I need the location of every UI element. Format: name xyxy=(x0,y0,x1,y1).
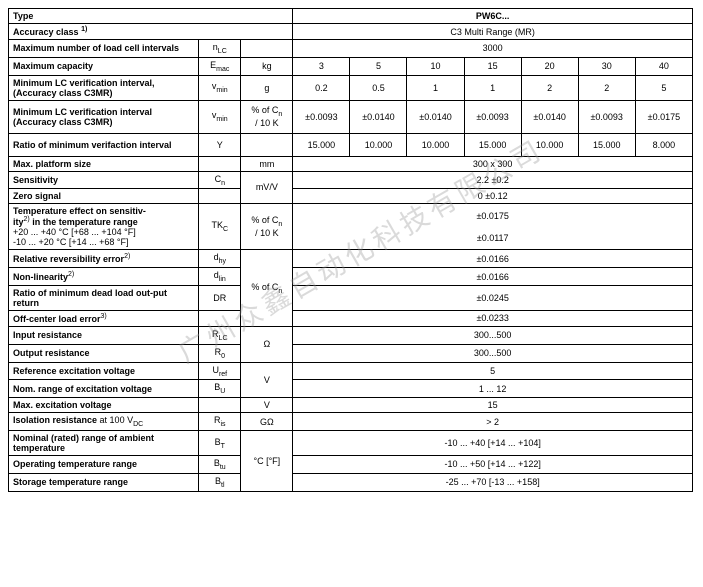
row-y: Ratio of minimum verifaction interval Y … xyxy=(9,133,693,156)
row-nom-temp: Nominal (rated) range of ambient tempera… xyxy=(9,430,693,455)
row-nonlin: Non-linearity2) dlin ±0.0166 xyxy=(9,268,693,286)
row-ratio-dead: Ratio of minimum dead load out-put retur… xyxy=(9,285,693,310)
row-iso-res: Isolation resistance at 100 VDC Ris GΩ >… xyxy=(9,413,693,431)
spec-table: Type PW6C... Accuracy class 1) C3 Multi … xyxy=(8,8,693,492)
row-rel-rev: Relative reversibility error2) dhy % of … xyxy=(9,250,693,268)
cell-val: 3000 xyxy=(293,40,693,58)
row-intervals: Maximum number of load cell intervals nL… xyxy=(9,40,693,58)
row-ref-exc: Reference excitation voltage Uref V 5 xyxy=(9,362,693,380)
accuracy-value: C3 Multi Range (MR) xyxy=(293,24,693,40)
row-max-exc: Max. excitation voltage V 15 xyxy=(9,398,693,413)
row-accuracy: Accuracy class 1) C3 Multi Range (MR) xyxy=(9,24,693,40)
row-sensitivity: Sensitivity Cn mV/V 2.2 ±0.2 xyxy=(9,171,693,189)
cell-label: Maximum number of load cell intervals xyxy=(9,40,199,58)
row-out-res: Output resistance R0 300...500 xyxy=(9,344,693,362)
type-label: Type xyxy=(9,9,293,24)
row-temp-effect-1: Temperature effect on sensitiv-ity2) in … xyxy=(9,204,693,227)
row-platform: Max. platform size mm 300 x 300 xyxy=(9,156,693,171)
type-value: PW6C... xyxy=(293,9,693,24)
accuracy-label: Accuracy class 1) xyxy=(9,24,293,40)
row-type: Type PW6C... xyxy=(9,9,693,24)
row-op-temp: Operating temperature range Btu -10 ... … xyxy=(9,455,693,473)
row-vmin-pct: Minimum LC verification interval (Accura… xyxy=(9,100,693,133)
cell-sym: nLC xyxy=(199,40,241,58)
row-offcenter: Off-center load error3) ±0.0233 xyxy=(9,310,693,326)
row-in-res: Input resistance RLC Ω 300...500 xyxy=(9,326,693,344)
row-max-cap: Maximum capacity Emac kg 3 5 10 15 20 30… xyxy=(9,57,693,75)
row-sto-temp: Storage temperature range Btl -25 ... +7… xyxy=(9,473,693,491)
row-vmin-g: Minimum LC verification interval, (Accur… xyxy=(9,75,693,100)
row-zero: Zero signal 0 ±0.12 xyxy=(9,189,693,204)
row-nom-exc: Nom. range of excitation voltage BU 1 ..… xyxy=(9,380,693,398)
